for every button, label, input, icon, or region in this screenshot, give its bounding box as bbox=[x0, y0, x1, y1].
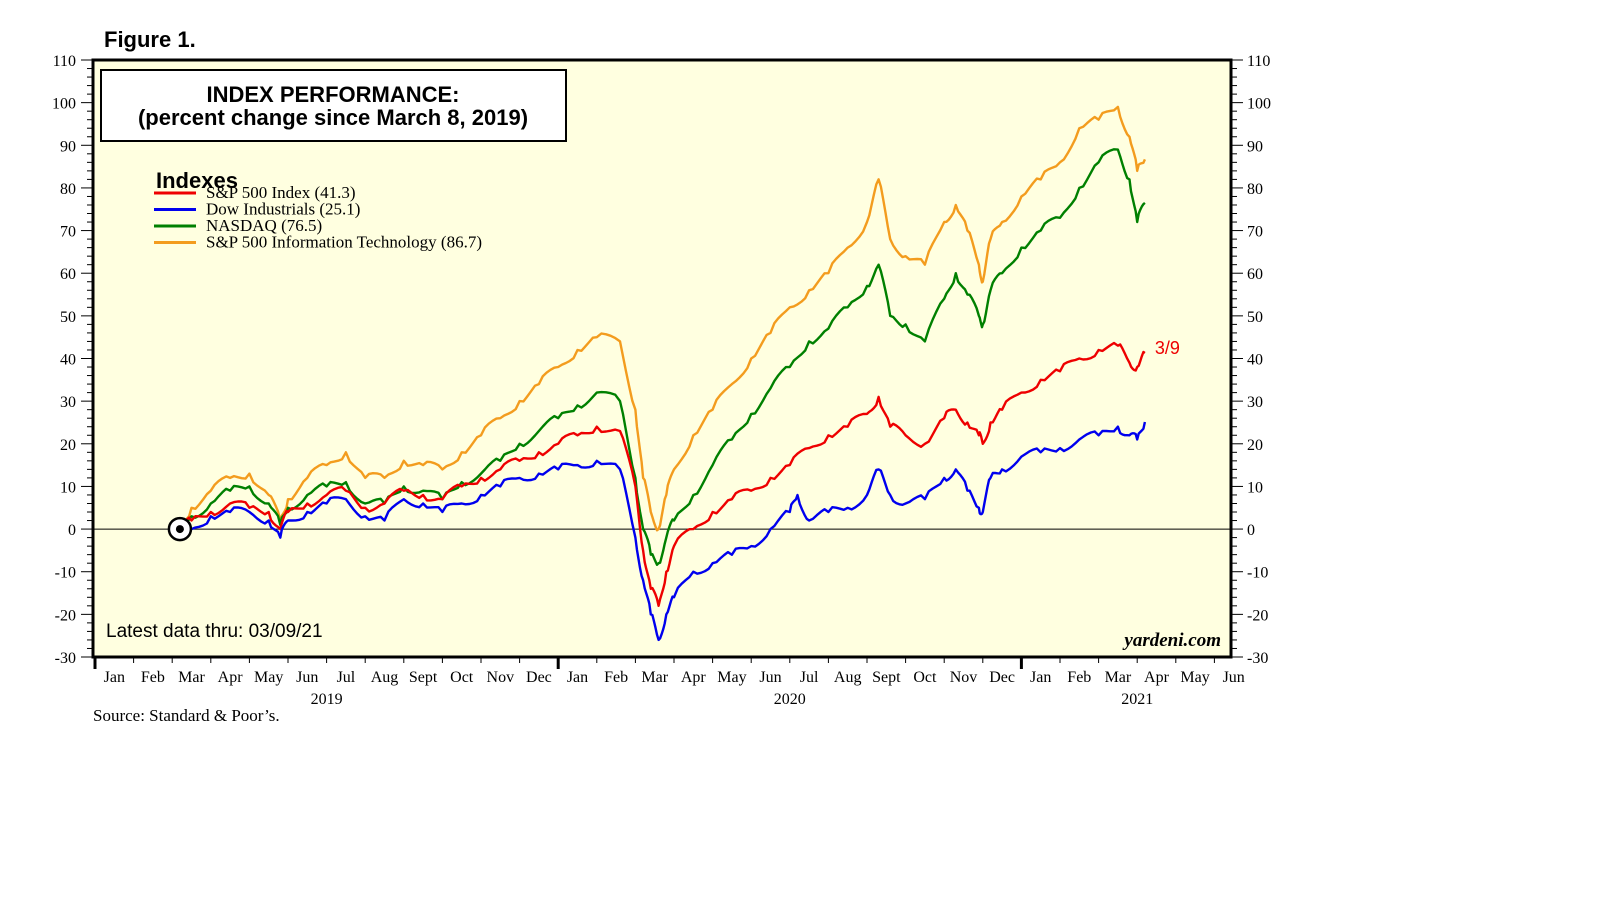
y-tick-label-right: 30 bbox=[1247, 394, 1263, 411]
month-label: Mar bbox=[641, 669, 668, 686]
y-tick-label-left: 0 bbox=[68, 522, 76, 539]
plot-area bbox=[91, 58, 1233, 659]
month-label: May bbox=[254, 669, 283, 686]
y-tick-label-right: 50 bbox=[1247, 309, 1263, 326]
month-label: Mar bbox=[1105, 669, 1132, 686]
month-label: Apr bbox=[681, 669, 707, 686]
y-tick-label-right: 40 bbox=[1247, 352, 1263, 369]
y-tick-label-left: -10 bbox=[55, 565, 76, 582]
y-tick-label-left: -30 bbox=[55, 650, 76, 667]
y-tick-label-right: -10 bbox=[1247, 565, 1268, 582]
month-label: Jan bbox=[104, 669, 125, 686]
month-label: Nov bbox=[950, 669, 978, 686]
y-tick-label-left: 90 bbox=[60, 138, 76, 155]
chart-title-line1: INDEX PERFORMANCE: bbox=[206, 82, 459, 107]
start-marker bbox=[167, 516, 193, 542]
y-tick-label-right: 80 bbox=[1247, 181, 1263, 198]
left-y-axis: -30 -20 -10 0 10 20 30 40 50 60 70 80 90 100 110 bbox=[52, 53, 93, 667]
month-label: Feb bbox=[604, 669, 628, 686]
title-box-frame bbox=[100, 69, 567, 142]
y-tick-label-right: 90 bbox=[1247, 138, 1263, 155]
legend-label: Dow Industrials (25.1) bbox=[206, 200, 360, 219]
month-label: Oct bbox=[913, 669, 937, 686]
month-label: Oct bbox=[450, 669, 474, 686]
year-label: 2020 bbox=[774, 691, 806, 708]
month-label: Jun bbox=[1223, 669, 1245, 686]
month-label: May bbox=[717, 669, 746, 686]
y-tick-label-right: -20 bbox=[1247, 607, 1268, 624]
month-label: Jun bbox=[759, 669, 781, 686]
y-tick-label-left: 70 bbox=[60, 224, 76, 241]
month-label: Jul bbox=[337, 669, 356, 686]
month-label: Nov bbox=[487, 669, 515, 686]
y-tick-label-left: 40 bbox=[60, 352, 76, 369]
legend-label: S&P 500 Index (41.3) bbox=[206, 183, 356, 202]
y-tick-label-right: 110 bbox=[1247, 53, 1270, 70]
month-label: Jul bbox=[800, 669, 819, 686]
month-label: Dec bbox=[989, 669, 1015, 686]
y-tick-label-left: 20 bbox=[60, 437, 76, 454]
y-tick-label-left: 60 bbox=[60, 266, 76, 283]
y-tick-label-right: 100 bbox=[1247, 96, 1271, 113]
y-tick-label-left: 10 bbox=[60, 479, 76, 496]
end-annotation: 3/9 bbox=[1155, 338, 1180, 358]
year-label: 2019 bbox=[311, 691, 343, 708]
start-marker-dot bbox=[175, 525, 184, 534]
y-tick-label-right: 10 bbox=[1247, 479, 1263, 496]
y-tick-label-left: 30 bbox=[60, 394, 76, 411]
figure-label: Figure 1. bbox=[104, 27, 196, 52]
month-label: Aug bbox=[371, 669, 399, 686]
title-box: INDEX PERFORMANCE: (percent change since… bbox=[100, 69, 567, 142]
y-tick-label-left: 100 bbox=[52, 96, 76, 113]
y-tick-label-left: 80 bbox=[60, 181, 76, 198]
series-line-0 bbox=[178, 341, 1146, 607]
legend-label: S&P 500 Information Technology (86.7) bbox=[206, 233, 482, 252]
y-tick-label-left: 50 bbox=[60, 309, 76, 326]
month-label: Apr bbox=[218, 669, 244, 686]
legend-label: NASDAQ (76.5) bbox=[206, 216, 322, 235]
y-tick-label-right: 60 bbox=[1247, 266, 1263, 283]
source-note: Source: Standard & Poor’s. bbox=[93, 706, 280, 725]
latest-data-note: Latest data thru: 03/09/21 bbox=[106, 621, 323, 642]
month-label: Jan bbox=[1030, 669, 1051, 686]
month-label: Feb bbox=[141, 669, 165, 686]
month-label: Jan bbox=[567, 669, 588, 686]
chart-title-line2: (percent change since March 8, 2019) bbox=[138, 105, 528, 130]
month-label: Jun bbox=[296, 669, 318, 686]
y-tick-label-right: 70 bbox=[1247, 224, 1263, 241]
month-label: Feb bbox=[1067, 669, 1091, 686]
y-tick-label-right: 20 bbox=[1247, 437, 1263, 454]
watermark: yardeni.com bbox=[1122, 630, 1221, 651]
y-tick-label-right: 0 bbox=[1247, 522, 1255, 539]
year-label: 2021 bbox=[1121, 691, 1153, 708]
series-layer bbox=[178, 105, 1147, 642]
y-tick-label-left: -20 bbox=[55, 607, 76, 624]
month-label: Apr bbox=[1144, 669, 1170, 686]
month-label: Sept bbox=[409, 669, 438, 686]
y-tick-label-left: 110 bbox=[53, 53, 76, 70]
month-label: Dec bbox=[526, 669, 552, 686]
series-line-3 bbox=[178, 105, 1146, 532]
month-label: Sept bbox=[872, 669, 901, 686]
series-line-1 bbox=[178, 421, 1147, 642]
legend: Indexes S&P 500 Index (41.3)Dow Industri… bbox=[154, 168, 482, 252]
series-line-2 bbox=[178, 148, 1146, 566]
right-y-axis: -30 -20 -10 0 10 20 30 40 50 60 70 80 90 100 110 bbox=[1231, 53, 1271, 667]
x-axis: Jan Feb Mar Apr May Jun Jul Aug Sept Oct Nov Dec Jan… bbox=[93, 657, 1245, 708]
legend-title: Indexes bbox=[156, 168, 238, 193]
month-label: May bbox=[1180, 669, 1209, 686]
month-label: Aug bbox=[834, 669, 862, 686]
y-tick-label-right: -30 bbox=[1247, 650, 1268, 667]
month-label: Mar bbox=[178, 669, 205, 686]
